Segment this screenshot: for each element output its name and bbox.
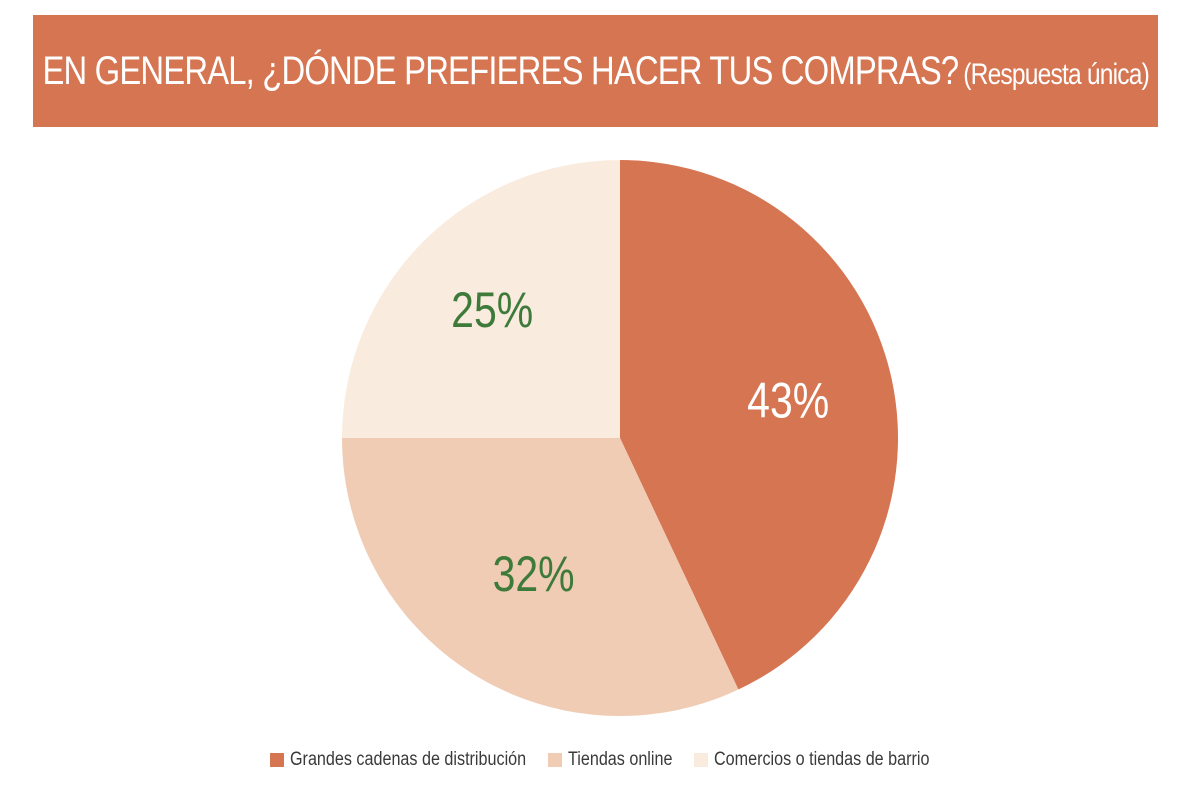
pie-labels: 43% 32% 25% — [451, 282, 829, 602]
title-banner: EN GENERAL, ¿DÓNDE PREFIERES HACER TUS C… — [33, 15, 1158, 127]
pie-slice-comercios-o-tiendas-de-barrio — [342, 160, 620, 438]
pie-slice-grandes-cadenas-de-distribucion — [620, 160, 898, 690]
pie-label-comercios-o-tiendas-de-barrio: 25% — [451, 282, 533, 338]
legend-swatch — [694, 753, 709, 767]
legend-item-comercios-o-tiendas-de-barrio: Comercios o tiendas de barrio — [694, 749, 930, 771]
pie-chart: 43% 32% 25% — [342, 160, 898, 717]
chart-subtitle: (Respuesta única) — [963, 57, 1150, 91]
legend-swatch — [547, 753, 562, 767]
pie-label-tiendas-online: 32% — [493, 546, 575, 602]
legend-swatch — [269, 753, 284, 767]
chart-title-main: EN GENERAL, ¿DÓNDE PREFIERES HACER TUS C… — [42, 48, 959, 93]
pie-label-grandes-cadenas-de-distribucion: 43% — [747, 373, 829, 429]
legend-label: Comercios o tiendas de barrio — [714, 749, 930, 770]
legend-label: Tiendas online — [567, 749, 673, 770]
legend-item-grandes-cadenas-de-distribucion: Grandes cadenas de distribución — [269, 749, 527, 771]
pie-slices — [342, 160, 898, 717]
pie-slice-tiendas-online — [342, 438, 739, 717]
legend-item-tiendas-online: Tiendas online — [547, 749, 673, 771]
legend: Grandes cadenas de distribución Tiendas o… — [0, 746, 1200, 774]
chart-title: EN GENERAL, ¿DÓNDE PREFIERES HACER TUS C… — [42, 49, 1149, 94]
legend-label: Grandes cadenas de distribución — [289, 749, 527, 770]
